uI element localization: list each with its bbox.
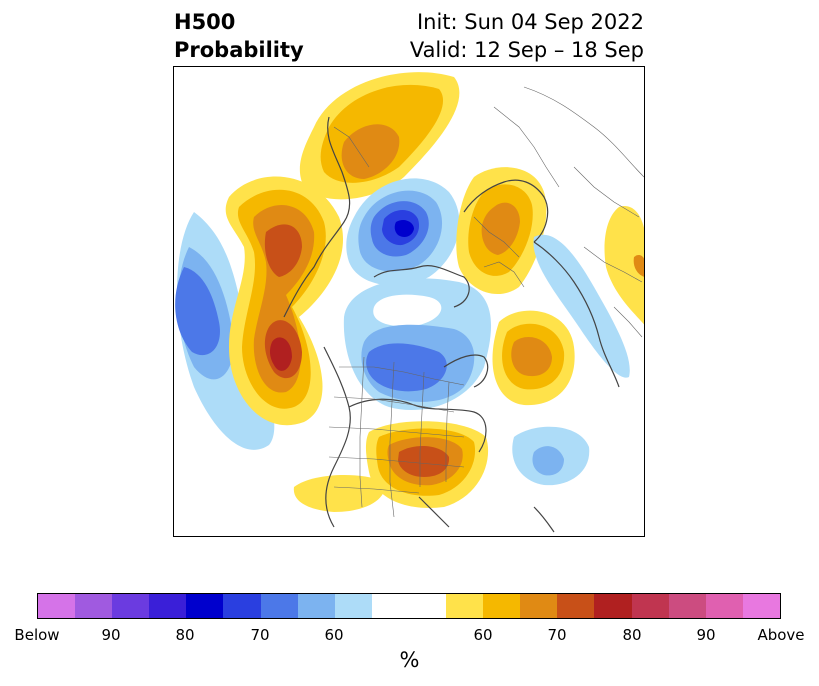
colorbar-tick-label: 90 xyxy=(101,626,121,644)
colorbar-tick-label: 60 xyxy=(473,626,493,644)
colorbar xyxy=(37,593,781,619)
colorbar-tick-label: 80 xyxy=(175,626,195,644)
colorbar-tick-label: 70 xyxy=(250,626,270,644)
europe-above-anomaly xyxy=(456,167,547,295)
asia-below-anomaly xyxy=(533,234,630,378)
colorbar-tick-label: 60 xyxy=(324,626,344,644)
colorbar-segment xyxy=(742,594,780,618)
colorbar-label: % xyxy=(399,648,420,672)
colorbar-segment xyxy=(186,594,224,618)
colorbar-ticks: Below 90 80 70 60 60 70 80 90 Above xyxy=(0,626,819,646)
colorbar-tick-label: Above xyxy=(757,626,805,644)
colorbar-segment xyxy=(149,594,187,618)
probability-map xyxy=(174,67,644,536)
colorbar-segment xyxy=(112,594,150,618)
colorbar-segment xyxy=(260,594,298,618)
arctic-below-ring xyxy=(343,278,492,411)
country-borders xyxy=(333,86,644,338)
colorbar-segment xyxy=(594,594,632,618)
title-left: H500 Probability xyxy=(174,8,304,64)
colorbar-tick-label: 90 xyxy=(696,626,716,644)
far-east-above-anomaly xyxy=(604,206,644,325)
colorbar-tick-label: 80 xyxy=(622,626,642,644)
title-field: Probability xyxy=(174,38,304,62)
colorbar-segment xyxy=(371,594,447,618)
colorbar-tick-label: 70 xyxy=(547,626,567,644)
colorbar-segment xyxy=(334,594,372,618)
colorbar-segment xyxy=(38,594,76,618)
colorbar-segment xyxy=(557,594,595,618)
init-date: Init: Sun 04 Sep 2022 xyxy=(416,10,644,34)
colorbar-segment xyxy=(668,594,706,618)
us-east-above-anomaly xyxy=(293,421,489,512)
colorbar-segment xyxy=(705,594,743,618)
atlantic-above-anomaly xyxy=(492,310,575,406)
colorbar-segment xyxy=(297,594,335,618)
colorbar-segment xyxy=(631,594,669,618)
colorbar-segment xyxy=(223,594,261,618)
colorbar-segment xyxy=(483,594,521,618)
map-panel xyxy=(173,66,645,537)
atlantic-below-anomaly xyxy=(512,426,590,486)
colorbar-segment xyxy=(520,594,558,618)
title-right: Init: Sun 04 Sep 2022 Valid: 12 Sep – 18… xyxy=(410,8,644,64)
colorbar-segment xyxy=(446,594,484,618)
us-state-borders xyxy=(328,356,465,518)
coastlines xyxy=(283,116,620,533)
pacific-above-anomaly xyxy=(225,176,344,426)
colorbar-tick-label: Below xyxy=(14,626,60,644)
colorbar-segment xyxy=(75,594,113,618)
title-variable: H500 xyxy=(174,10,236,34)
valid-range: Valid: 12 Sep – 18 Sep xyxy=(409,38,644,62)
polar-below-anomaly xyxy=(346,178,460,286)
